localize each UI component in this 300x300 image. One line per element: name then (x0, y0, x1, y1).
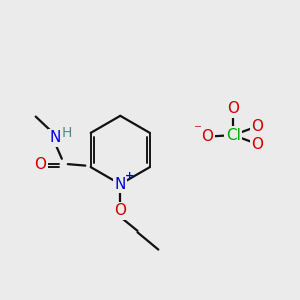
Text: O: O (227, 101, 239, 116)
Text: O: O (201, 129, 213, 144)
Text: Cl: Cl (226, 128, 241, 142)
Text: +: + (124, 171, 134, 181)
Text: ⁻: ⁻ (194, 123, 202, 138)
Text: O: O (252, 136, 264, 152)
Text: N: N (115, 177, 126, 192)
Text: H: H (62, 126, 72, 140)
Text: N: N (49, 130, 61, 146)
Text: O: O (34, 157, 46, 172)
Text: O: O (252, 119, 264, 134)
Text: O: O (114, 203, 126, 218)
